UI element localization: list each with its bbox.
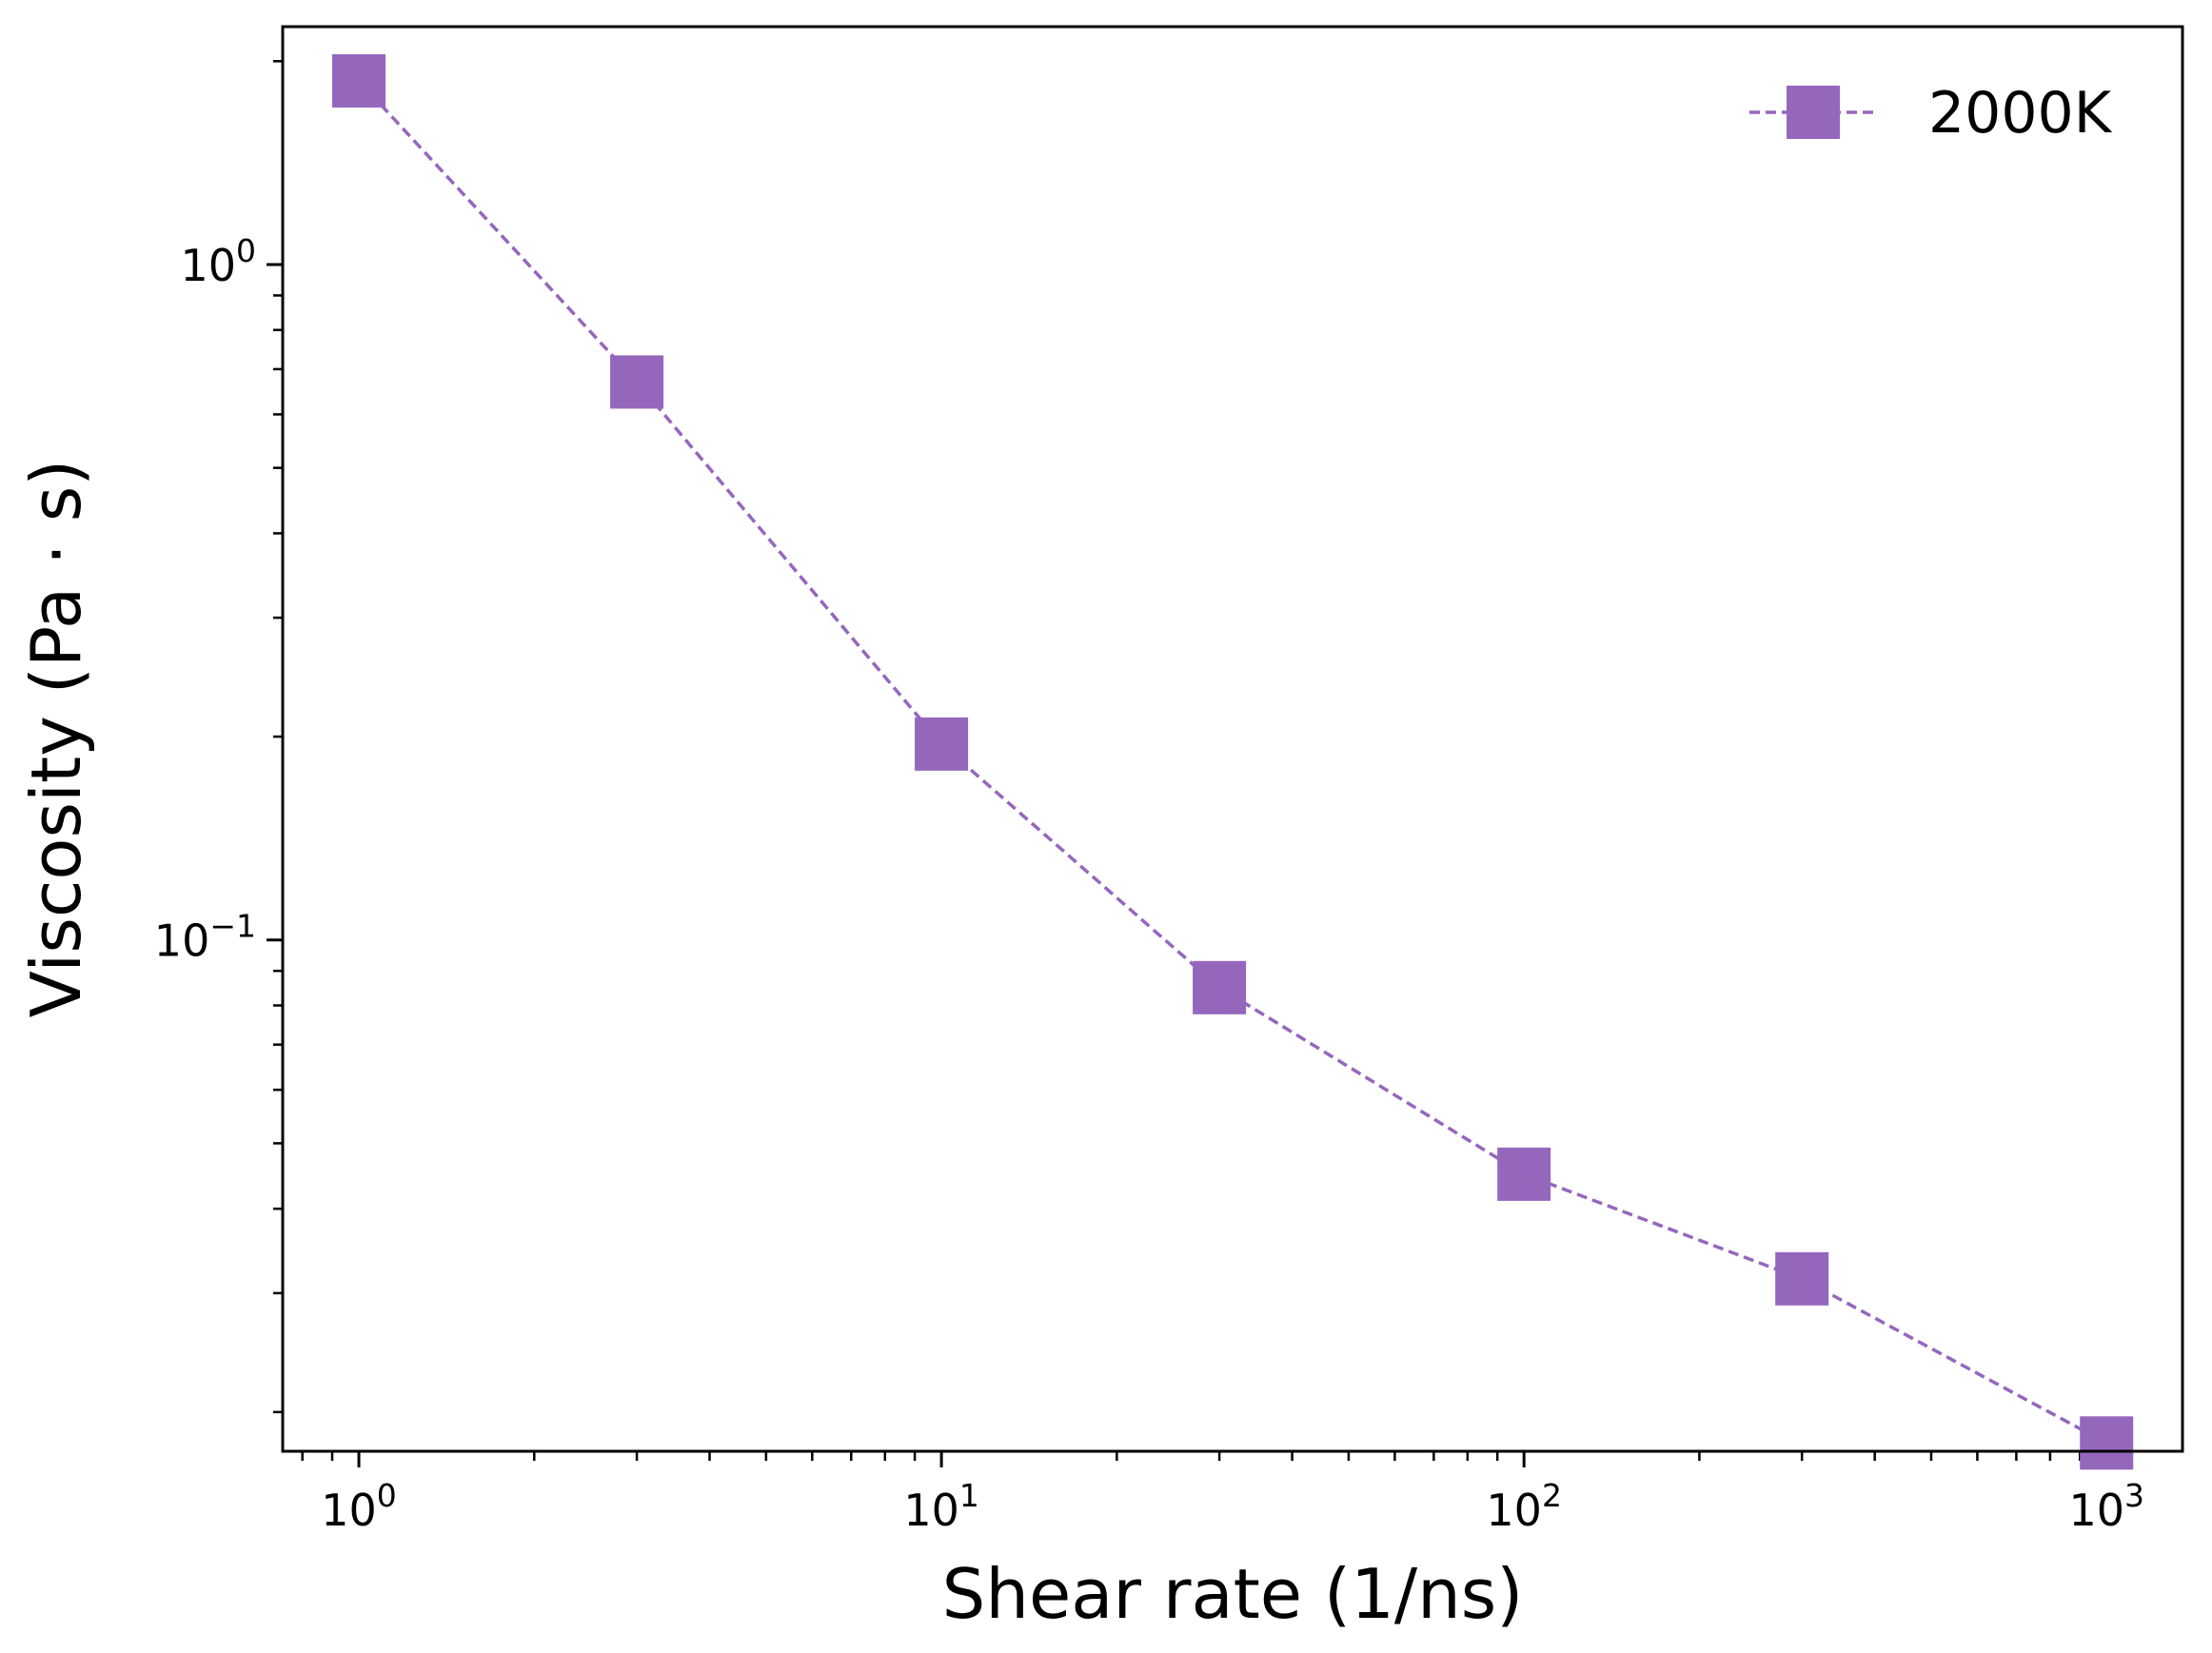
y-tick-label-exponent: 0: [236, 232, 256, 269]
data-point: [915, 717, 969, 771]
x-tick-label-base: 10: [2068, 1485, 2124, 1536]
x-tick-label: 103: [2068, 1477, 2144, 1536]
legend: 2000K: [1749, 80, 2113, 147]
y-tick-label-base: 10: [180, 240, 236, 291]
x-tick-label-exponent: 2: [1542, 1477, 1562, 1514]
x-tick-label-exponent: 3: [2124, 1477, 2144, 1514]
y-tick-label-exponent: −1: [209, 908, 256, 945]
data-point: [1497, 1147, 1551, 1201]
x-tick-label: 101: [903, 1477, 979, 1536]
x-tick-label-base: 10: [1486, 1485, 1542, 1536]
x-tick-label: 102: [1486, 1477, 1562, 1536]
data-point: [332, 54, 386, 108]
data-point: [610, 355, 664, 409]
data-point: [1193, 960, 1247, 1014]
data-point: [2080, 1416, 2134, 1470]
legend-marker: [1787, 86, 1840, 139]
minor-ticks: [273, 60, 2082, 1461]
x-tick-label-exponent: 0: [377, 1477, 397, 1514]
y-tick-label: 10−1: [154, 908, 256, 967]
y-axis-label: Viscosity (Pa · s): [16, 460, 96, 1018]
data-point: [1775, 1251, 1829, 1306]
plot-frame: [281, 25, 2184, 1453]
x-axis-label: Shear rate (1/ns): [942, 1554, 1524, 1634]
y-tick-label: 100: [180, 232, 256, 291]
x-tick-label: 100: [321, 1477, 397, 1536]
legend-label: 2000K: [1928, 80, 2113, 147]
x-tick-label-base: 10: [321, 1485, 377, 1536]
x-tick-label-exponent: 1: [959, 1477, 979, 1514]
x-tick-label-base: 10: [903, 1485, 959, 1536]
y-tick-label-base: 10: [154, 915, 210, 967]
series-layer: [332, 54, 2134, 1470]
